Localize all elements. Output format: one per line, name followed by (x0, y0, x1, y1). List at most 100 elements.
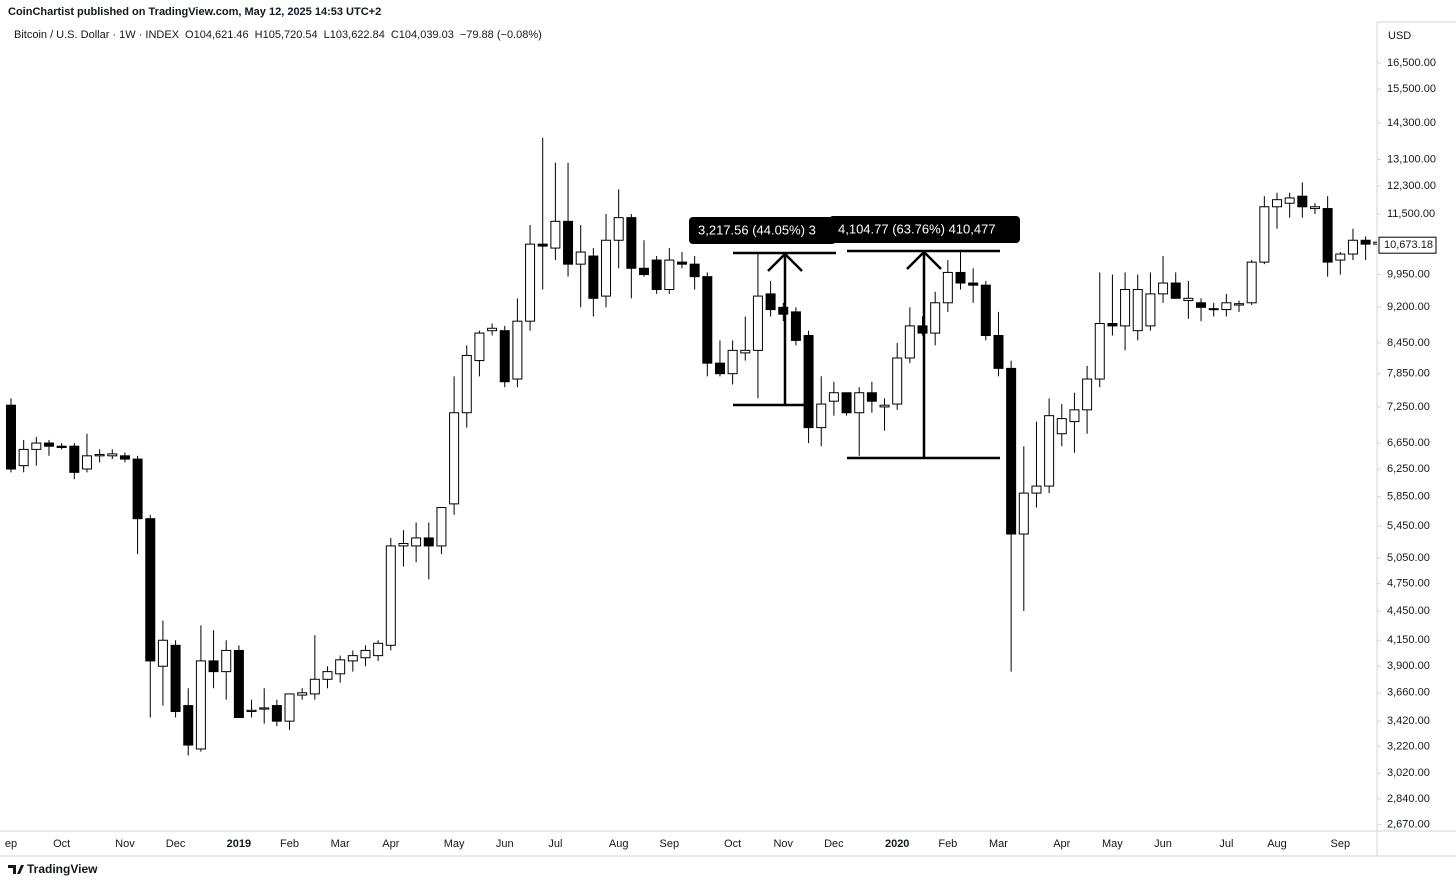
y-tick-label: 3,420.00 (1387, 715, 1430, 727)
candle-body (385, 545, 396, 646)
candle-body (803, 335, 814, 429)
x-tick-label: Dec (166, 838, 186, 850)
candle-body (1259, 206, 1270, 263)
measure-label-box (689, 217, 836, 244)
candle-body (1094, 323, 1105, 380)
x-tick-label: Feb (280, 838, 299, 850)
close-value: C104,039.03 (391, 29, 454, 41)
candle-body (436, 507, 447, 547)
candle-body (1347, 239, 1358, 255)
open-value: O104,621.46 (185, 29, 249, 41)
candle-body (563, 220, 574, 265)
candle-body (752, 295, 763, 351)
candle-body (525, 243, 536, 322)
candle-body (246, 709, 257, 712)
candle-body (1322, 208, 1333, 263)
chart-title: Bitcoin / U.S. Dollar · 1W · INDEX (14, 29, 180, 41)
candle-body (335, 659, 346, 675)
x-tick-label: 2019 (227, 838, 251, 850)
candle-body (107, 453, 118, 457)
candle-body (1246, 261, 1257, 304)
last-price-box (1378, 236, 1437, 254)
candle-body (841, 392, 852, 414)
candle-body (727, 349, 738, 375)
x-tick-label: May (1102, 838, 1123, 850)
y-tick-label: 9,950.00 (1387, 268, 1430, 280)
candle-body (816, 403, 827, 429)
y-tick-label: 14,300.00 (1387, 117, 1436, 129)
candle-body (790, 311, 801, 341)
candle-body (1284, 197, 1295, 204)
candle-body (626, 217, 637, 269)
candle-body (968, 282, 979, 286)
candle-body (1056, 418, 1067, 435)
candle-body (233, 649, 244, 719)
candle-body (854, 392, 865, 414)
y-tick-label: 15,500.00 (1387, 83, 1436, 95)
y-tick-label: 13,100.00 (1387, 153, 1436, 165)
candle-body (689, 263, 700, 278)
byline: CoinChartist published on TradingView.co… (8, 6, 381, 18)
y-tick-label: 4,150.00 (1387, 634, 1430, 646)
x-tick-label: Jun (496, 838, 514, 850)
candle-body (550, 220, 561, 249)
candle-body (132, 458, 143, 520)
y-tick-label: 8,450.00 (1387, 337, 1430, 349)
change-value: −79.88 (−0.08%) (460, 29, 542, 41)
y-tick-label: 3,220.00 (1387, 740, 1430, 752)
y-tick-label: 2,670.00 (1387, 819, 1430, 831)
x-tick-label: Mar (989, 838, 1008, 850)
y-tick-label: 11,500.00 (1387, 208, 1435, 220)
candle-body (195, 660, 206, 750)
x-tick-label: Apr (382, 838, 399, 850)
candle-body (119, 455, 130, 460)
candle-body (702, 276, 713, 364)
candle-body (411, 537, 422, 547)
candle-body (1031, 485, 1042, 494)
x-tick-label: Oct (724, 838, 741, 850)
y-tick-label: 5,850.00 (1387, 491, 1430, 503)
candle-body (271, 705, 282, 722)
candle-body (512, 320, 523, 380)
y-tick-label: 12,300.00 (1387, 180, 1436, 192)
chart-legend: Bitcoin / U.S. Dollar · 1W · INDEX O104,6… (14, 29, 542, 41)
candle-body (309, 678, 320, 695)
x-tick-label: Sep (1331, 838, 1351, 850)
candle-body (778, 306, 789, 315)
candle-body (904, 325, 915, 359)
candle-body (43, 442, 54, 447)
candle-body (1373, 241, 1377, 245)
measure-arrow (906, 250, 942, 270)
y-tick-label: 3,020.00 (1387, 767, 1430, 779)
candle-body (18, 448, 29, 467)
candle-body (170, 644, 181, 712)
y-unit: USD (1388, 30, 1411, 42)
x-tick-label: Dec (824, 838, 844, 850)
candle-body (259, 707, 270, 710)
candle-body (322, 671, 333, 680)
candle-body (398, 543, 409, 547)
candle-body (347, 655, 358, 662)
candle-body (892, 357, 903, 405)
candle-body (373, 642, 384, 657)
candle-body (1132, 289, 1143, 332)
candle-body (1145, 293, 1156, 327)
candle-body (980, 284, 991, 337)
candle-body (879, 404, 890, 408)
y-tick-label: 5,450.00 (1387, 520, 1430, 532)
y-tick-label: 3,900.00 (1387, 660, 1430, 672)
measure-annotations: 3,217.56 (44.05%) 3 4,104.77 (63.76%) 41… (689, 216, 1020, 460)
x-tick-label: Jun (1154, 838, 1172, 850)
candle-body (69, 445, 80, 473)
y-tick-label: 4,450.00 (1387, 605, 1430, 617)
candle-body (639, 267, 649, 276)
candle-body (1006, 367, 1017, 535)
candle-body (474, 332, 485, 362)
candle-body (94, 454, 105, 457)
candle-body (499, 330, 510, 383)
candle-body (1360, 239, 1371, 245)
candle-body (31, 442, 42, 450)
candle-body (157, 639, 168, 667)
candle-body (537, 243, 548, 247)
